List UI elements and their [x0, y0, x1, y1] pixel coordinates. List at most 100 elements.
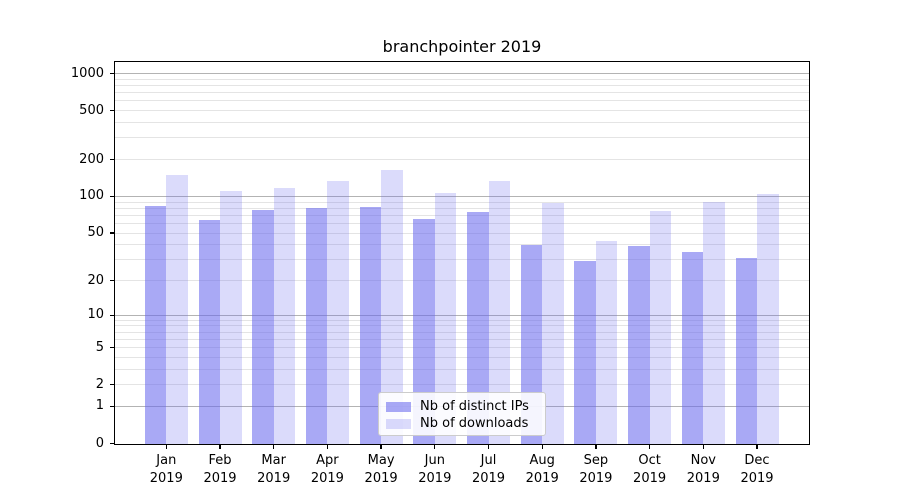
y-gridline-minor [115, 100, 809, 102]
x-tickmark [273, 444, 275, 449]
y-tick-label: 0 [95, 435, 104, 451]
y-gridline-minor [115, 356, 809, 358]
bar-downloads-apr [327, 180, 349, 445]
legend-label-distinct-ips: Nb of distinct IPs [420, 399, 529, 414]
y-gridline-minor [115, 92, 809, 94]
x-tickmark [702, 444, 704, 449]
y-gridline-minor [115, 368, 809, 370]
x-tickmark [756, 444, 758, 449]
x-tickmark [434, 444, 436, 449]
bar-distinct-ips-jul [467, 212, 489, 445]
x-tick-label: May 2019 [364, 453, 398, 486]
legend: Nb of distinct IPs Nb of downloads [378, 392, 546, 436]
y-tickmark [110, 158, 114, 161]
x-tick-label: Sep 2019 [579, 453, 613, 486]
x-tick-label: Jun 2019 [418, 453, 452, 486]
bar-downloads-may [381, 169, 403, 445]
bar-distinct-ips-jan [144, 206, 167, 445]
y-gridline-minor [115, 331, 809, 333]
y-gridline-major [115, 314, 809, 316]
x-tickmark [541, 444, 543, 449]
bar-distinct-ips-feb [198, 220, 220, 445]
x-tickmark [487, 444, 490, 449]
y-tickmark [110, 72, 114, 75]
y-gridline-minor [115, 214, 809, 216]
y-tickmark [110, 442, 114, 445]
x-tickmark [380, 444, 382, 449]
bar-distinct-ips-jun [413, 219, 435, 445]
y-tick-label: 100 [79, 188, 104, 204]
x-tick-label: Jul 2019 [471, 453, 506, 486]
bar-distinct-ips-oct [628, 246, 650, 445]
y-gridline-minor [115, 78, 809, 80]
y-gridline-minor [115, 384, 809, 386]
x-tick-label: Oct 2019 [633, 453, 667, 486]
legend-label-downloads: Nb of downloads [420, 416, 529, 431]
bar-downloads-mar [273, 188, 296, 445]
x-tick-label: Dec 2019 [740, 453, 774, 486]
y-gridline-minor [115, 325, 809, 327]
y-gridline-major [115, 73, 809, 75]
y-gridline-minor [115, 338, 809, 340]
legend-row-downloads: Nb of downloads [386, 415, 538, 432]
legend-swatch-downloads [386, 418, 411, 429]
bar-downloads-feb [220, 191, 242, 445]
y-tick-label: 500 [79, 102, 104, 118]
x-tickmark [326, 444, 329, 449]
y-gridline-minor [115, 122, 809, 124]
bar-distinct-ips-mar [252, 209, 274, 445]
legend-swatch-distinct-ips [386, 401, 411, 412]
y-gridline-minor [115, 137, 809, 139]
bar-downloads-oct [649, 210, 672, 445]
x-tick-label: Jan 2019 [149, 453, 183, 486]
y-gridline-minor [115, 347, 809, 349]
y-tickmark [110, 405, 114, 408]
y-gridline-minor [115, 222, 809, 224]
bar-downloads-dec [757, 194, 779, 445]
x-tick-label: Apr 2019 [310, 453, 344, 486]
bar-downloads-sep [595, 240, 618, 445]
x-tickmark [219, 444, 221, 449]
bar-downloads-jun [434, 193, 457, 445]
y-tick-label: 1 [95, 398, 104, 414]
x-tick-label: Aug 2019 [525, 453, 559, 486]
y-gridline-minor [115, 201, 809, 203]
y-tick-label: 20 [87, 272, 104, 288]
y-gridline-minor [115, 244, 809, 246]
bar-downloads-jan [166, 174, 188, 445]
y-tick-label: 10 [87, 307, 104, 323]
y-gridline-minor [115, 207, 809, 209]
y-tick-label: 50 [87, 225, 104, 241]
bar-distinct-ips-nov [681, 251, 704, 445]
x-tickmark [595, 444, 597, 449]
bar-downloads-nov [703, 202, 725, 445]
chart-title: branchpointer 2019 [382, 37, 542, 56]
x-tick-label: Nov 2019 [686, 453, 720, 486]
y-tick-label: 5 [95, 339, 104, 355]
y-tickmark [110, 347, 114, 349]
y-gridline-minor [115, 280, 809, 282]
y-tickmark [110, 195, 114, 198]
y-gridline-minor [115, 232, 809, 234]
y-gridline-minor [115, 159, 809, 161]
y-gridline-minor [115, 110, 809, 112]
bar-distinct-ips-apr [305, 208, 328, 445]
legend-row-distinct-ips: Nb of distinct IPs [386, 398, 538, 415]
y-tickmark [110, 110, 114, 112]
x-tickmark [165, 444, 167, 449]
bar-downloads-jul [488, 181, 510, 445]
x-tickmark [648, 444, 651, 449]
x-tick-label: Feb 2019 [203, 453, 237, 486]
bar-distinct-ips-sep [574, 261, 596, 445]
bar-distinct-ips-may [359, 206, 382, 445]
y-gridline-minor [115, 319, 809, 321]
y-tickmark [110, 232, 114, 234]
y-tickmark [110, 314, 114, 316]
y-tick-label: 2 [95, 376, 104, 392]
y-tick-label: 200 [79, 151, 104, 167]
x-tick-label: Mar 2019 [257, 453, 291, 486]
y-tickmark [110, 384, 114, 386]
y-tickmark [110, 279, 114, 282]
y-gridline-minor [115, 85, 809, 87]
